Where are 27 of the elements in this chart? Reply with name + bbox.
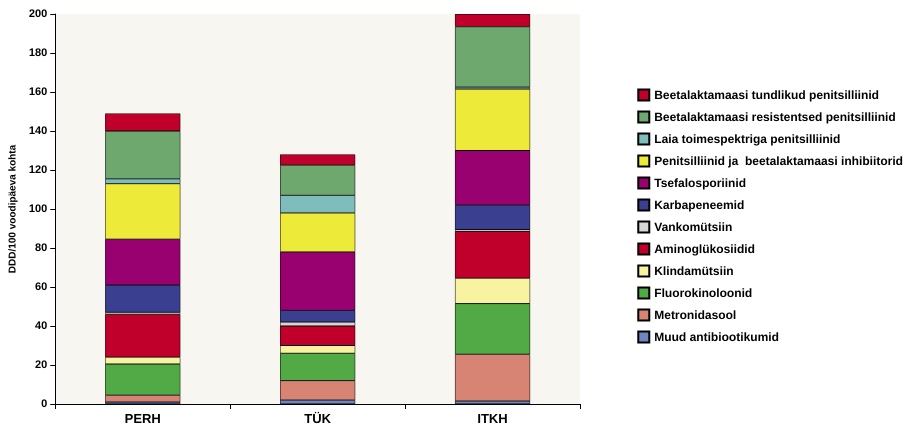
y-tick-label: 20: [35, 359, 48, 371]
y-tick-label: 0: [41, 398, 48, 410]
legend-label: Beetalaktamaasi tundlikud penitsilliinid: [654, 88, 879, 102]
y-tick-label: 80: [35, 242, 48, 254]
x-tick-label: ITKH: [477, 411, 508, 426]
x-tick-label: PERH: [124, 411, 161, 426]
legend-label: Aminoglükosiidid: [654, 242, 755, 256]
y-tick-label: 120: [28, 164, 48, 176]
legend-label: Karbapeneemid: [654, 198, 744, 212]
legend-label: Penitsilliinid ja beetalaktamaasi inhibiitorid: [654, 154, 904, 168]
y-tick-label: 160: [28, 86, 48, 98]
legend-label: Metronidasool: [654, 308, 736, 322]
legend-label: Klindamütsiin: [654, 264, 734, 278]
y-tick-label: 200: [28, 8, 48, 20]
x-tick-label: TÜK: [304, 411, 332, 426]
legend-label: Vankomütsiin: [654, 220, 732, 234]
y-axis-title: DDD/100 voodipäeva kohta: [8, 144, 18, 274]
y-tick-label: 60: [35, 281, 48, 293]
legend-label: Beetalaktamaasi resistentsed penitsilliinid: [654, 110, 896, 124]
legend-label: Muud antibiootikumid: [654, 330, 779, 344]
y-tick-label: 180: [28, 47, 48, 59]
y-tick-label: 140: [28, 125, 48, 137]
legend-label: Fluorokinoloonid: [654, 286, 752, 300]
y-tick-label: 40: [35, 320, 48, 332]
y-tick-label: 100: [28, 203, 48, 215]
legend-label: Laia toimespektriga penitsilliinid: [654, 132, 840, 146]
legend-label: Tsefalosporiinid: [654, 176, 746, 190]
